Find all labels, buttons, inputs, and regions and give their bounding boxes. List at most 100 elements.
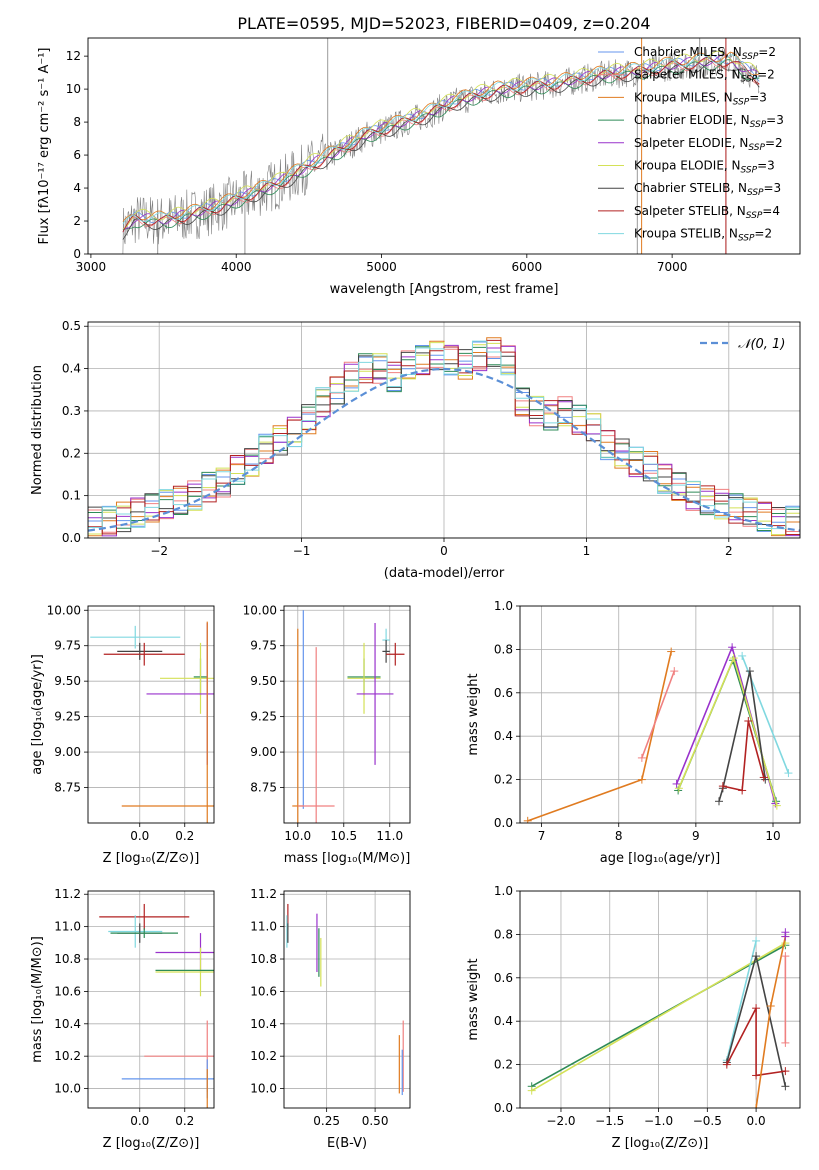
weight-vs-age-ytick-label: 0.4: [494, 729, 513, 743]
spectrum-ytick-label: 4: [73, 181, 81, 195]
weight-vs-z-ytick-label: 0.2: [494, 1058, 513, 1072]
weight-vs-age-series-line: [641, 670, 676, 759]
weight-vs-age-ylabel: mass weight: [466, 673, 481, 755]
weight-vs-z-xtick-label: −2.0: [546, 1114, 575, 1128]
weight-vs-z-series-line: [531, 942, 786, 1092]
spectrum-ytick-label: 8: [73, 115, 81, 129]
age-vs-z-xtick-label: 0.2: [175, 829, 194, 843]
mass-vs-ebv-plot-area: [284, 891, 410, 1108]
mass-vs-ebv-frame: [283, 890, 411, 1109]
spectrum-xtick-label: 6000: [512, 260, 543, 274]
weight-vs-age-ytick-label: 0.0: [494, 816, 513, 830]
normal-legend-label: 𝒩(0, 1): [738, 337, 785, 352]
mass-vs-ebv-ytick-label: 10.4: [250, 1017, 277, 1031]
legend-label: Chabrier STELIB, NSSP=3: [634, 181, 781, 198]
weight-vs-z-series-line: [531, 944, 786, 1087]
spectrum-xtick-label: 4000: [221, 260, 252, 274]
spectrum-xtick-label: 5000: [366, 260, 397, 274]
mass-vs-ebv-xtick-label: 0.25: [313, 1114, 340, 1128]
age-vs-mass-xtick-label: 11.0: [376, 829, 403, 843]
spectrum-data-line: [122, 47, 760, 254]
spectrum-ytick-label: 2: [73, 214, 81, 228]
residuals-ylabel: Normed distribution: [30, 365, 45, 495]
weight-vs-z-ytick-label: 1.0: [494, 884, 513, 898]
legend-label: Kroupa MILES, NSSP=3: [634, 90, 767, 107]
residuals-ytick-label: 0.4: [62, 362, 81, 376]
spectrum-ytick-label: 6: [73, 148, 81, 162]
figure-title: PLATE=0595, MJD=52023, FIBERID=0409, z=0…: [237, 14, 650, 33]
residuals-xtick-label: 1: [583, 544, 591, 558]
mass-vs-ebv-ytick-label: 11.2: [250, 887, 277, 901]
age-vs-mass-frame: [283, 605, 411, 824]
plot-layer: 3000 4000 5000 6000 7000024681012wavelength …: [30, 37, 801, 1151]
legend-label: Salpeter ELODIE, NSSP=2: [634, 136, 783, 153]
residuals-xtick-label: −1: [293, 544, 311, 558]
age-vs-mass-ytick-label: 9.50: [250, 674, 277, 688]
weight-vs-z-ylabel: mass weight: [466, 958, 481, 1040]
age-vs-mass-ytick-label: 9.00: [250, 745, 277, 759]
legend-label: Kroupa ELODIE, NSSP=3: [634, 159, 775, 176]
spectrum-ytick-label: 10: [66, 82, 81, 96]
spectrum-xtick-label: 3000: [76, 260, 107, 274]
mass-vs-ebv-ytick-label: 10.2: [250, 1049, 277, 1063]
legend-label: Kroupa STELIB, NSSP=2: [634, 227, 772, 244]
weight-vs-age-xtick-label: 8: [615, 829, 623, 843]
spectrum-ytick-label: 0: [73, 247, 81, 261]
weight-vs-age-series-line: [718, 670, 767, 802]
spectrum-xtick-label: 7000: [657, 260, 688, 274]
age-vs-z-ytick-label: 9.75: [54, 639, 81, 653]
weight-vs-age-frame: [519, 605, 801, 824]
residuals-ytick-label: 0.0: [62, 531, 81, 545]
mass-vs-z-ylabel: mass [log₁₀(M/M⊙)]: [30, 936, 45, 1063]
weight-vs-z-xtick-label: 0.0: [747, 1114, 766, 1128]
age-vs-mass-ytick-label: 9.75: [250, 639, 277, 653]
weight-vs-age-ytick-label: 0.8: [494, 642, 513, 656]
weight-vs-age-plot-area: [520, 606, 800, 823]
mass-vs-z-ytick-label: 10.0: [54, 1082, 81, 1096]
mass-vs-ebv-xlabel: E(B-V): [327, 1136, 367, 1151]
weight-vs-z-series-line: [726, 1007, 786, 1077]
weight-vs-z-series-line: [726, 940, 757, 1061]
residuals-ytick-label: 0.5: [62, 319, 81, 333]
mass-vs-z-ytick-label: 10.2: [54, 1049, 81, 1063]
mass-vs-z-xtick-label: 0.0: [130, 1114, 149, 1128]
age-vs-z-ytick-label: 9.50: [54, 674, 81, 688]
legend-label: Salpeter MILES, NSSP=2: [634, 68, 775, 85]
weight-vs-age-series-line: [722, 720, 765, 792]
spectrum-frame: [87, 37, 801, 255]
residuals-ytick-label: 0.1: [62, 489, 81, 503]
weight-vs-z-xlabel: Z [log₁₀(Z/Z⊙)]: [612, 1136, 709, 1151]
spectrum-model-line: [122, 59, 760, 231]
spectrum-model-line: [122, 54, 760, 225]
mass-vs-z-frame: [87, 890, 215, 1109]
spectrum-ylabel: Flux [fλ10⁻¹⁷ erg cm⁻² s⁻¹ A⁻¹]: [37, 48, 52, 245]
weight-vs-age-xtick-label: 7: [538, 829, 546, 843]
weight-vs-age-series-line: [678, 655, 778, 806]
age-vs-mass-ytick-label: 10.00: [243, 603, 277, 617]
spectrum-model-line: [122, 57, 760, 233]
age-vs-mass-xlabel: mass [log₁₀(M/M⊙)]: [284, 851, 411, 866]
residuals-xlabel: (data-model)/error: [384, 566, 505, 581]
weight-vs-z-ytick-label: 0.0: [494, 1101, 513, 1115]
weight-vs-z-ytick-label: 0.8: [494, 927, 513, 941]
spectrum-model-line: [122, 54, 760, 230]
age-vs-z-plot-area: [88, 606, 214, 823]
spectrum-plot-area: [122, 38, 760, 254]
weight-vs-age-xtick-label: 10: [765, 829, 780, 843]
residual-histogram-8: [88, 340, 800, 538]
mass-vs-ebv-ytick-label: 10.0: [250, 1082, 277, 1096]
legend-label: Salpeter STELIB, NSSP=4: [634, 204, 780, 221]
weight-vs-age-ytick-label: 0.6: [494, 686, 513, 700]
legend-label: Chabrier ELODIE, NSSP=3: [634, 113, 784, 130]
spectrum-model-line: [122, 50, 760, 230]
weight-vs-age-xtick-label: 9: [692, 829, 700, 843]
age-vs-z-ylabel: age [log₁₀(age/yr)]: [30, 654, 45, 775]
weight-vs-z-ytick-label: 0.4: [494, 1014, 513, 1028]
age-vs-mass-ytick-label: 9.25: [250, 710, 277, 724]
age-vs-z-ytick-label: 9.00: [54, 745, 81, 759]
legend-label: Chabrier MILES, NSSP=2: [634, 45, 776, 62]
age-vs-z-ytick-label: 9.25: [54, 710, 81, 724]
mass-vs-z-ytick-label: 10.8: [54, 952, 81, 966]
mass-vs-z-ytick-label: 11.2: [54, 887, 81, 901]
